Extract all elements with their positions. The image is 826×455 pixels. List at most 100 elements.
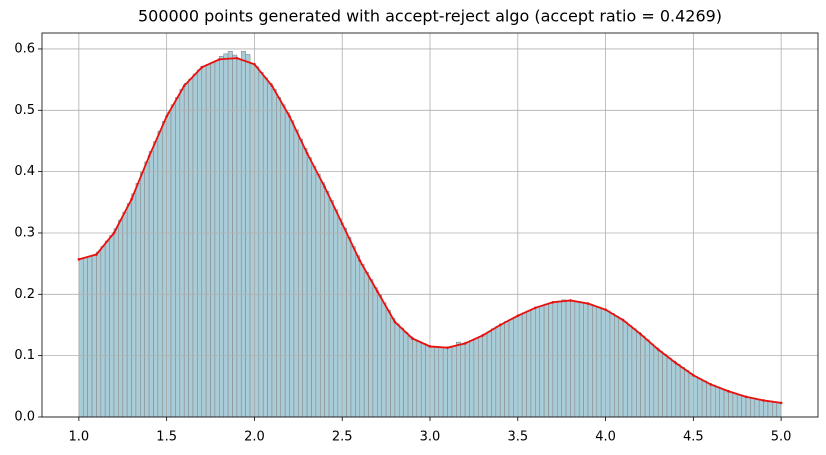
curve-point xyxy=(411,337,414,340)
histogram-bar xyxy=(385,309,391,418)
histogram-bar xyxy=(350,246,356,418)
curve-point xyxy=(762,399,765,402)
histogram-bar xyxy=(644,339,650,418)
histogram-bar xyxy=(240,51,246,418)
curve-point xyxy=(674,361,678,365)
histogram-bar xyxy=(87,255,93,418)
histogram-bar xyxy=(688,373,694,418)
histogram-bar xyxy=(302,148,308,418)
histogram-bar xyxy=(535,306,541,418)
histogram-bar xyxy=(223,53,229,418)
histogram-bar xyxy=(96,251,102,418)
histogram-bar xyxy=(469,340,475,418)
curve-point xyxy=(516,314,520,318)
histogram-bar xyxy=(565,300,571,418)
histogram-bar xyxy=(622,321,628,418)
histogram-bar xyxy=(684,370,690,418)
histogram-bar xyxy=(464,341,470,418)
histogram-bar xyxy=(719,388,725,418)
curve-point xyxy=(692,373,695,377)
histogram-bar xyxy=(460,343,466,418)
histogram-bar xyxy=(333,209,339,418)
histogram-bar xyxy=(197,69,203,418)
histogram-bar xyxy=(271,89,277,418)
histogram-bar xyxy=(118,219,124,418)
histogram-bar xyxy=(341,227,347,418)
histogram-bar xyxy=(346,236,352,418)
curve-point xyxy=(358,259,362,262)
histogram-bar xyxy=(504,321,510,418)
histogram-bar xyxy=(153,141,159,418)
x-tick-label: 3.5 xyxy=(507,430,528,445)
histogram-bar xyxy=(587,303,593,418)
histogram-bar xyxy=(249,63,255,418)
x-tick-label: 2.0 xyxy=(244,430,265,445)
histogram-bar xyxy=(631,328,637,418)
histogram-bar xyxy=(175,97,181,418)
histogram-bar xyxy=(82,257,88,418)
histogram-bar xyxy=(355,255,361,418)
histogram-bar xyxy=(434,346,440,418)
histogram-bar xyxy=(741,395,747,418)
histogram-bar xyxy=(635,332,641,418)
histogram-bar xyxy=(183,83,189,418)
histogram-bar xyxy=(201,65,207,418)
curve-point xyxy=(376,289,379,293)
x-tick-label: 1.0 xyxy=(69,430,90,445)
curve-point xyxy=(779,401,783,405)
curve-point xyxy=(621,318,625,322)
curve-point xyxy=(534,306,537,310)
histogram-bar xyxy=(293,129,299,418)
y-tick-label: 0.6 xyxy=(14,41,35,56)
histogram-bar xyxy=(104,240,110,418)
curve-point xyxy=(340,222,344,226)
histogram-bar xyxy=(596,306,602,418)
histogram-bar xyxy=(675,363,681,418)
histogram-bar xyxy=(754,398,760,418)
histogram-bar xyxy=(521,312,527,418)
curve-point xyxy=(727,389,730,393)
histogram-bar xyxy=(131,193,137,418)
histogram-bar xyxy=(407,336,413,418)
histogram-bar xyxy=(236,58,242,418)
histogram-bar xyxy=(91,254,97,418)
histogram-bar xyxy=(438,346,444,418)
histogram-bar xyxy=(179,89,185,418)
histogram-bar xyxy=(113,228,119,418)
curve-point xyxy=(481,334,484,337)
curve-point xyxy=(200,66,204,69)
histogram-bar xyxy=(491,328,497,418)
histogram-bar xyxy=(227,51,233,418)
histogram-bar xyxy=(526,310,532,418)
histogram-bar xyxy=(561,299,567,418)
histogram-bar xyxy=(359,263,365,418)
histogram-bar xyxy=(170,104,176,418)
histogram-bar xyxy=(324,190,330,418)
histogram-bar xyxy=(530,308,536,418)
curve-point xyxy=(235,56,239,60)
curve-point xyxy=(95,253,98,256)
histogram-bar xyxy=(640,335,646,418)
histogram-bar xyxy=(736,394,742,418)
histogram-bar xyxy=(486,331,492,418)
histogram-bar xyxy=(574,301,580,418)
curve-point xyxy=(305,151,309,155)
histogram-bar xyxy=(473,338,479,418)
histogram-bar xyxy=(298,138,304,418)
curve-point xyxy=(446,346,449,349)
histogram-bar xyxy=(763,400,769,418)
histogram-bar xyxy=(381,302,387,418)
histogram-bar xyxy=(109,235,115,418)
histogram-bar xyxy=(306,157,312,418)
histogram-bar xyxy=(315,173,321,418)
histogram-bar xyxy=(728,391,734,418)
curve-point xyxy=(463,342,467,345)
histogram-bar xyxy=(570,300,576,418)
histogram-bar xyxy=(706,382,712,418)
histogram-bar xyxy=(776,402,782,418)
curve-point xyxy=(656,348,660,351)
histogram-bar xyxy=(679,367,685,418)
curve-point xyxy=(288,115,291,118)
histogram-bar xyxy=(578,301,584,418)
